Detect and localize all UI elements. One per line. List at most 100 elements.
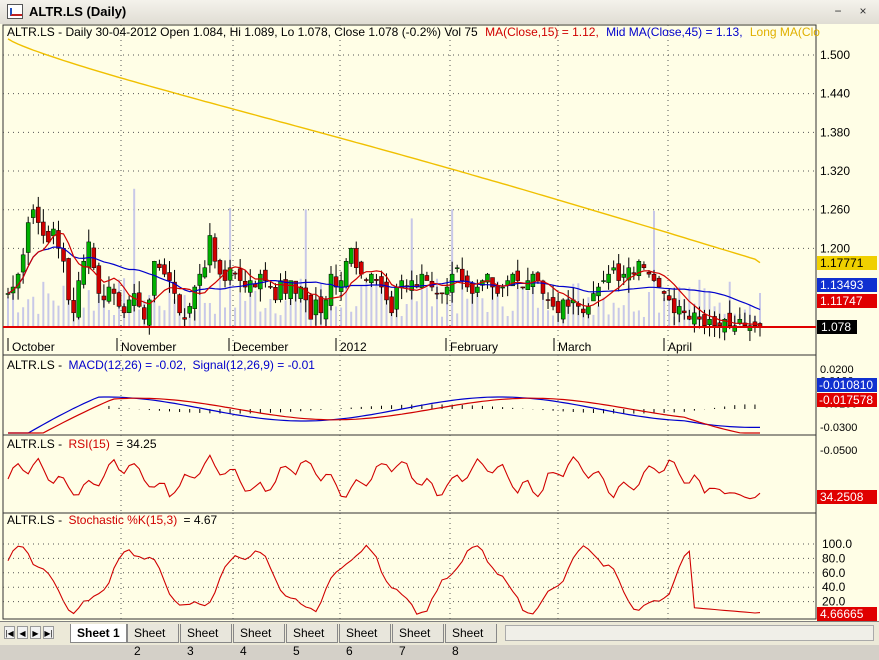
candle-body (273, 287, 278, 301)
candle-body (353, 248, 359, 268)
stochastic-header: ALTR.LS - Stochastic %K(15,3) = 4.67 (7, 513, 218, 527)
month-label: February (450, 340, 498, 354)
prev-sheet-button[interactable]: ◀ (17, 626, 28, 639)
horizontal-scrollbar[interactable] (505, 625, 874, 641)
first-sheet-button[interactable]: |◀ (4, 626, 15, 639)
candle-body (601, 280, 606, 282)
signal-line (8, 397, 760, 434)
volume-bar (52, 300, 55, 327)
volume-bar (582, 311, 585, 327)
candle-body (606, 273, 611, 283)
volume-bar (380, 282, 383, 327)
volume-bar (541, 283, 544, 327)
candle-body (111, 288, 117, 294)
volume-bar (708, 291, 711, 327)
candle-body (258, 273, 263, 290)
stochastic-y-tick: 40.0 (822, 580, 846, 594)
volume-bar (481, 298, 484, 327)
candle-body (444, 286, 450, 295)
volume-bar (112, 314, 115, 327)
candle-body (131, 293, 137, 306)
tab-sheet-6[interactable]: Sheet 6 (339, 624, 391, 658)
candle-body (459, 268, 465, 281)
short-ma-line (7, 232, 761, 325)
close-icon[interactable]: × (859, 4, 867, 18)
volume-bar (461, 277, 464, 327)
candle-body (626, 267, 632, 281)
tab-sheet-7[interactable]: Sheet 7 (392, 624, 444, 658)
candle-body (621, 273, 626, 278)
volume-bar (425, 287, 428, 327)
candle-body (702, 314, 707, 326)
volume-bar (627, 285, 630, 327)
candle-body (676, 306, 682, 315)
volume-bar (294, 291, 297, 327)
chart-canvas[interactable]: ALTR.LS - Daily 30-04-2012 Open 1.084, H… (0, 24, 879, 621)
volume-bar (133, 188, 136, 327)
volume-bar (597, 305, 600, 327)
candle-body (687, 315, 692, 320)
candle-body (66, 258, 71, 301)
svg-text:34.2508: 34.2508 (820, 490, 864, 504)
volume-bar (466, 298, 469, 327)
stochastic-y-tick: 60.0 (822, 566, 846, 580)
candle-body (328, 273, 334, 306)
candle-body (500, 286, 505, 289)
candle-body (434, 292, 440, 295)
volume-bar (274, 313, 277, 327)
tab-sheet-4[interactable]: Sheet 4 (233, 624, 285, 658)
candle-body (318, 296, 324, 314)
price-panel[interactable]: ALTR.LS - Daily 30-04-2012 Open 1.084, H… (2, 24, 877, 356)
volume-bar (198, 286, 201, 327)
volume-bar (658, 312, 661, 327)
volume-bar (698, 279, 701, 327)
tab-sheet-1[interactable]: Sheet 1 (70, 624, 127, 643)
month-label: November (121, 340, 176, 354)
volume-bar (138, 309, 141, 327)
rsi-panel[interactable]: ALTR.LS - RSI(15) = 34.25 34.2508 (2, 434, 877, 514)
volume-bar (552, 315, 555, 327)
volume-bar (92, 310, 95, 327)
volume-bar (647, 292, 650, 327)
chart-area[interactable]: ALTR.LS - Daily 30-04-2012 Open 1.084, H… (0, 24, 879, 621)
candle-body (207, 235, 213, 266)
volume-bar (456, 313, 459, 327)
candle-body (126, 299, 132, 313)
tab-sheet-8[interactable]: Sheet 8 (445, 624, 497, 658)
candle-body (162, 264, 167, 275)
candle-body (61, 248, 66, 262)
next-sheet-button[interactable]: ▶ (30, 626, 41, 639)
candle-body (30, 209, 36, 218)
candle-body (298, 286, 303, 299)
volume-bar (506, 316, 509, 327)
last-sheet-button[interactable]: ▶| (43, 626, 54, 639)
tab-sheet-5[interactable]: Sheet 5 (286, 624, 338, 658)
volume-bar (208, 302, 211, 327)
candle-body (389, 296, 394, 314)
candle-body (384, 281, 389, 301)
volume-bar (663, 297, 666, 327)
volume-bar (82, 307, 85, 327)
candle-body (46, 230, 51, 243)
candle-body (591, 293, 596, 302)
tab-sheet-2[interactable]: Sheet 2 (127, 624, 179, 658)
volume-bar (360, 286, 363, 327)
volume-bar (622, 305, 625, 327)
candle-body (707, 319, 712, 325)
volume-bar (269, 298, 272, 327)
volume-bar (57, 305, 60, 327)
volume-bar (688, 287, 691, 327)
volume-bar (22, 307, 25, 327)
candle-body (666, 295, 672, 301)
tab-sheet-3[interactable]: Sheet 3 (180, 624, 232, 658)
volume-bar (107, 309, 110, 327)
macd-panel[interactable]: ALTR.LS - MACD(12,26) = -0.02, Signal(12… (2, 354, 877, 457)
volume-bar (224, 307, 227, 327)
candle-body (409, 280, 415, 291)
volume-bar (12, 294, 15, 327)
candle-body (374, 279, 379, 281)
minimize-icon[interactable]: − (834, 4, 842, 18)
candle-body (197, 273, 203, 286)
candle-body (81, 261, 86, 285)
stochastic-panel[interactable]: ALTR.LS - Stochastic %K(15,3) = 4.67 100… (2, 512, 877, 621)
